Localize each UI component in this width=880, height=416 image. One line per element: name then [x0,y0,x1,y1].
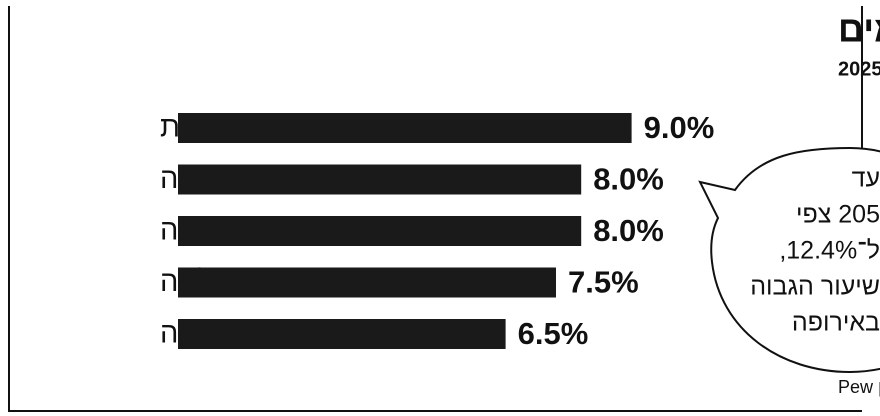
speech-bubble [698,146,880,374]
bar [178,267,556,298]
annotation-line: 205 צפי [796,201,880,229]
annotation-line: עד [852,165,880,193]
bar [178,113,632,143]
value-label: 8.0% [593,162,664,197]
source-note: מקור: halaltimes.com, על סמך דו"חות דמוג… [838,377,880,397]
value-label: 9.0% [644,110,715,145]
bar [178,164,582,195]
bar [178,319,506,349]
annotation-line: ל־12.4%, [779,237,880,265]
value-label: 8.0% [593,213,664,248]
annotation-line: שיעור הגבוה [750,273,880,301]
annotation-line: באירופה [792,309,880,337]
chart-subtitle: שיעור מהאוכלוסייה, 2025 [838,58,880,80]
bar [178,216,582,246]
value-label: 7.5% [568,265,639,300]
chart-title: צרפת ושבדיה מובילות בשיעור מוסלמים [838,9,880,50]
value-label: 6.5% [518,316,589,351]
frame [8,6,863,412]
